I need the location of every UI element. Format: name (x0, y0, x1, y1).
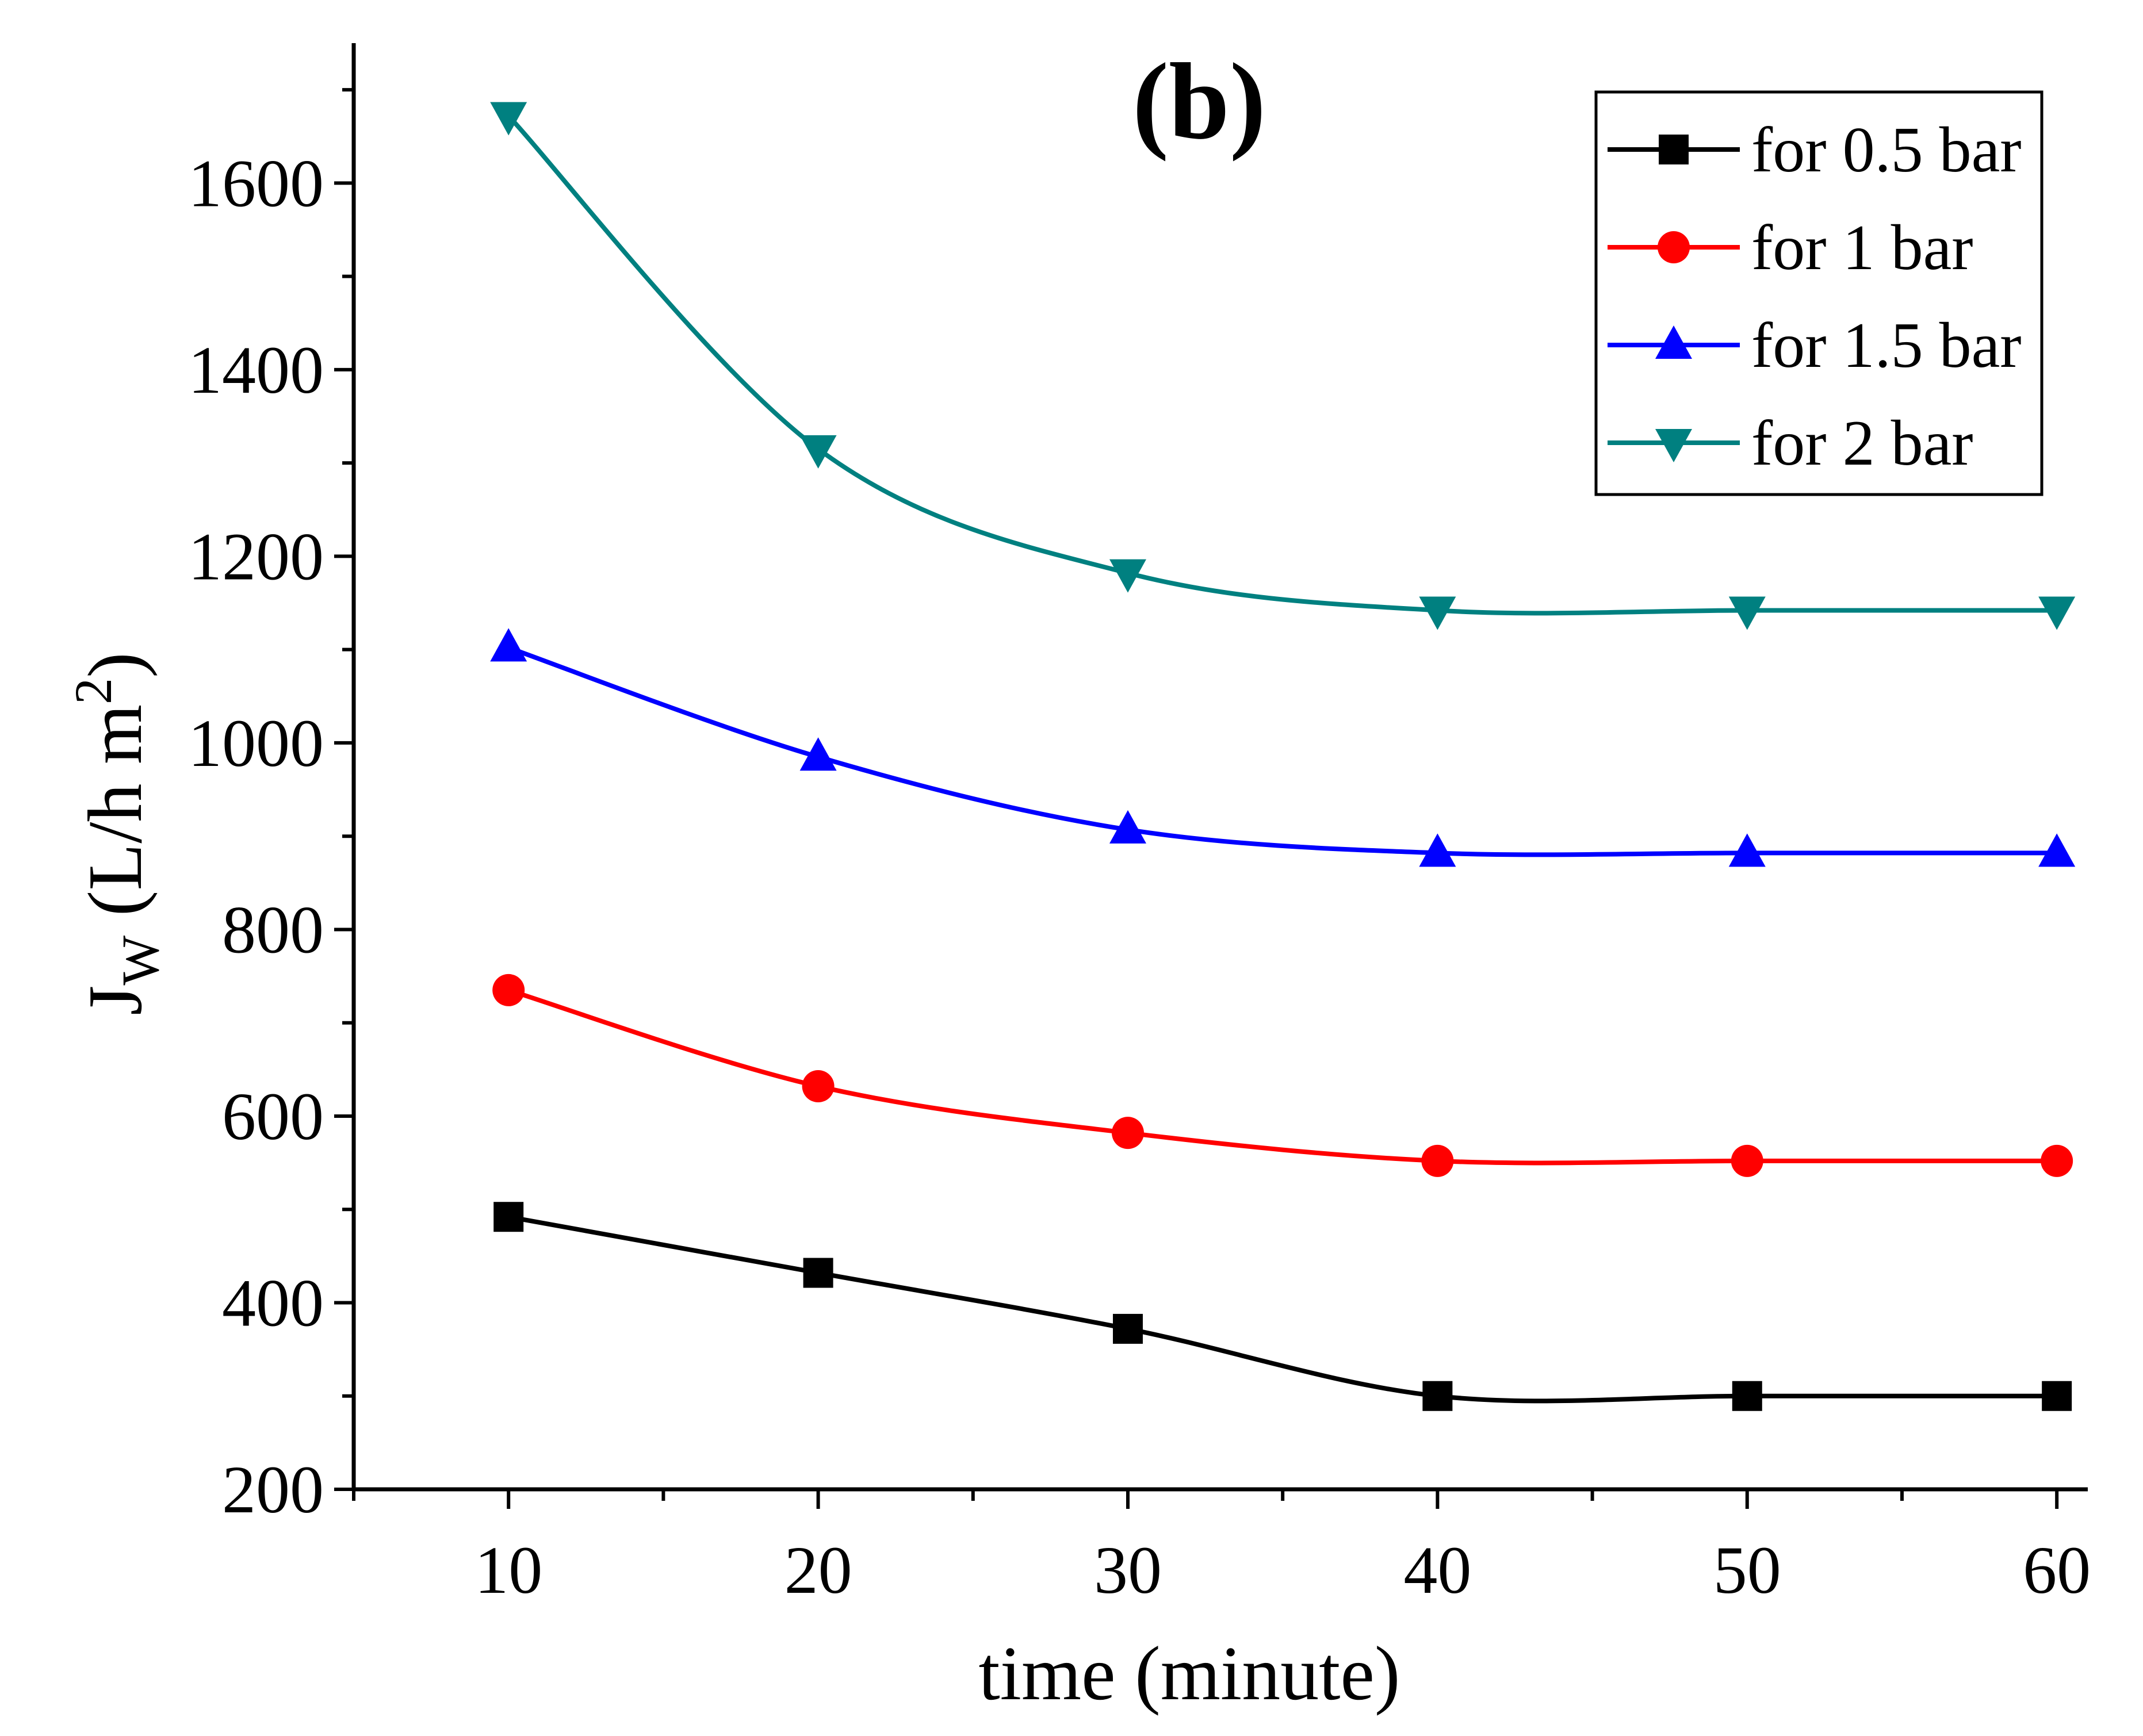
data-point (1112, 1313, 1143, 1344)
legend-item: for 2 bar (1608, 408, 1973, 479)
x-tick-label: 30 (1094, 1532, 1162, 1608)
data-point (1728, 833, 1766, 867)
data-point (1422, 1381, 1453, 1411)
y-axis-title-superscript: 2 (64, 678, 123, 704)
chart-title: (b) (1132, 41, 1266, 162)
series-line (508, 988, 2057, 1166)
data-point (1419, 833, 1456, 867)
x-tick-label: 40 (1403, 1532, 1471, 1608)
data-point (493, 1202, 524, 1232)
y-tick-label: 1600 (188, 145, 324, 221)
y-tick-label: 200 (222, 1452, 324, 1527)
y-tick-label: 600 (222, 1079, 324, 1154)
x-tick-label: 60 (2023, 1532, 2091, 1608)
data-point (803, 1258, 833, 1288)
x-tick-label: 10 (474, 1532, 542, 1608)
axes: 200 400 600 800 1000 1200 1400 1600 10 20 30 40 50 60 (188, 43, 2091, 1608)
data-point (1419, 596, 1456, 630)
data-point (799, 737, 837, 771)
series-0 (493, 1202, 2072, 1411)
data-point (2042, 1381, 2072, 1411)
x-axis-title: time (minute) (978, 1631, 1400, 1716)
data-point (1111, 1117, 1144, 1149)
series-1 (492, 974, 2073, 1177)
data-point (802, 1070, 835, 1103)
y-tick-label: 1200 (188, 519, 324, 594)
series-3 (490, 102, 2076, 630)
legend-marker (1659, 135, 1689, 164)
series-line (508, 1214, 2057, 1404)
data-point (2041, 1144, 2073, 1177)
x-tick-label: 50 (1713, 1532, 1781, 1608)
data-point (2038, 833, 2076, 867)
data-point (1728, 596, 1766, 630)
y-tick-label: 400 (222, 1265, 324, 1340)
data-point (490, 628, 527, 662)
y-axis-title-subscript: W (111, 936, 170, 986)
legend-marker (1655, 429, 1692, 462)
data-point (1109, 559, 1146, 593)
data-point (2038, 596, 2076, 630)
legend-item: for 1 bar (1608, 212, 1973, 283)
series-line (507, 114, 2057, 616)
series-2 (490, 628, 2076, 867)
legend-label: for 1 bar (1751, 212, 1973, 283)
y-axis-title-unit: (L/h m (72, 704, 158, 936)
data-point (490, 102, 527, 136)
y-tick-label: 800 (222, 892, 324, 967)
y-tick-label: 1000 (188, 706, 324, 781)
y-axis-title: JW (L/h m2) (64, 652, 170, 1015)
legend-label: for 1.5 bar (1751, 310, 2022, 381)
data-point (1109, 810, 1146, 844)
x-tick-label: 20 (785, 1532, 852, 1608)
data-point (1731, 1144, 1763, 1177)
data-point (799, 435, 837, 469)
y-tick-label: 1400 (188, 332, 324, 408)
legend-marker (1658, 231, 1690, 263)
y-axis-title-close: ) (72, 652, 158, 678)
data-point (1732, 1381, 1762, 1411)
data-point (492, 974, 525, 1006)
legend: for 0.5 bar for 1 bar for 1.5 bar for 2 bar (1594, 90, 2043, 496)
legend-item: for 0.5 bar (1608, 114, 2022, 186)
series-layer (490, 102, 2076, 1411)
data-point (1421, 1144, 1454, 1177)
legend-label: for 2 bar (1751, 408, 1973, 479)
legend-item: for 1.5 bar (1608, 310, 2022, 381)
series-line (507, 645, 2057, 857)
legend-marker (1655, 325, 1692, 359)
y-axis-title-main: J (72, 986, 158, 1015)
legend-label: for 0.5 bar (1751, 114, 2022, 186)
